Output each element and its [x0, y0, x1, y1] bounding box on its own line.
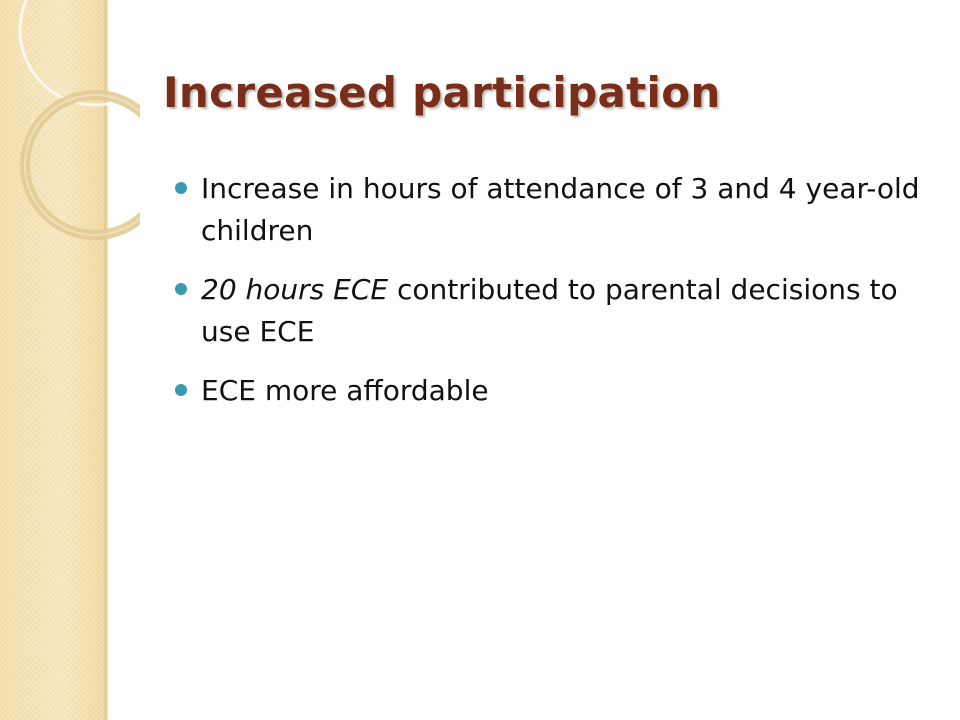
slide-title: Increased participation: [163, 68, 721, 117]
deco-circle-lower: [20, 90, 140, 240]
deco-circle-large: [18, 0, 140, 107]
bullet-dot-icon: [175, 384, 187, 396]
bullet-item-3: ECE more affordable: [175, 370, 945, 412]
bullet-text-2: contributed to parental decisions to use…: [201, 273, 898, 348]
bullet-dot-icon: [175, 283, 187, 295]
side-decorative-band: [0, 0, 104, 720]
side-band-edge: [104, 0, 107, 720]
bullet-text-3: ECE more affordable: [201, 374, 489, 407]
deco-circle-lower-highlight: [24, 94, 140, 236]
bullet-dot-icon: [175, 182, 187, 194]
bullet-text-1: Increase in hours of attendance of 3 and…: [201, 172, 920, 247]
bullet-italic-prefix-2: 20 hours ECE: [201, 273, 389, 306]
bullet-item-1: Increase in hours of attendance of 3 and…: [175, 168, 945, 252]
bullet-list: Increase in hours of attendance of 3 and…: [175, 168, 945, 429]
bullet-item-2: 20 hours ECE contributed to parental dec…: [175, 269, 945, 353]
decorative-circles: [18, 0, 140, 240]
